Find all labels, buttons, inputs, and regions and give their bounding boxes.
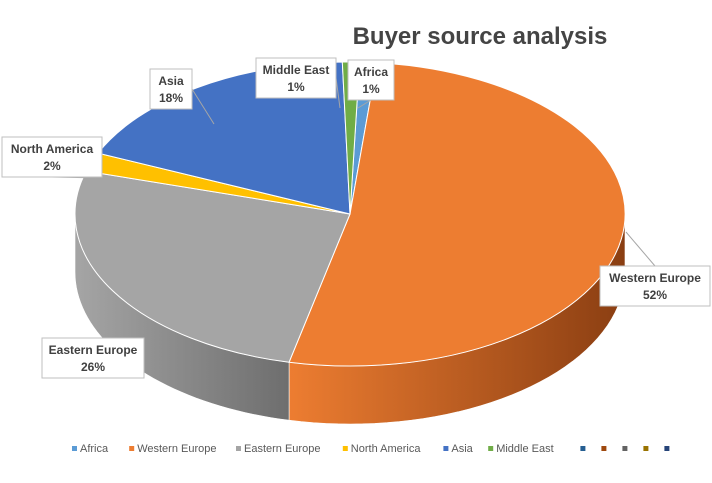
label-pct-eastern-europe: 26% (81, 360, 105, 374)
leader-middle-east (335, 77, 341, 109)
legend-marker-extra-4 (643, 446, 649, 451)
label-pct-middle-east: 1% (287, 80, 305, 94)
legend-label-africa: Africa (80, 443, 109, 455)
slice-eastern-europe (74, 170, 351, 363)
leader-africa (357, 99, 372, 109)
legend-label-eastern-europe: Eastern Europe (244, 443, 320, 455)
data-labels: Africa 1% Western Europe 52% Eastern Europe 2… (1, 57, 711, 379)
legend-label-middle-east: Middle East (496, 443, 553, 455)
label-name-western-europe: Western Europe (609, 271, 701, 285)
legend-label-asia: Asia (451, 443, 473, 455)
legend-marker-western-europe (129, 446, 135, 451)
label-name-africa: Africa (354, 65, 388, 79)
legend-marker-middle-east (488, 446, 494, 451)
label-pct-asia: 18% (159, 91, 183, 105)
label-box-eastern-europe (41, 337, 145, 379)
legend-marker-africa (72, 446, 77, 451)
label-name-north-america: North America (11, 142, 94, 156)
label-pct-north-america: 2% (43, 159, 61, 173)
legend-marker-eastern-europe (236, 446, 241, 451)
legend: Africa Western Europe Eastern Europe North … (72, 443, 670, 455)
legend-marker-extra-5 (664, 446, 670, 451)
label-box-asia (149, 68, 193, 110)
label-name-middle-east: Middle East (263, 63, 330, 77)
label-pct-africa: 1% (362, 82, 380, 96)
label-pct-western-europe: 52% (643, 288, 667, 302)
label-box-western-europe (599, 265, 711, 307)
leader-asia (191, 88, 215, 125)
label-name-asia: Asia (158, 74, 184, 88)
legend-label-western-europe: Western Europe (137, 443, 216, 455)
legend-marker-north-america (342, 446, 348, 451)
legend-marker-extra-3 (622, 446, 628, 451)
legend-label-north-america: North America (351, 443, 422, 455)
legend-marker-extra-1 (580, 446, 586, 451)
leader-western-europe (625, 231, 656, 267)
label-name-eastern-europe: Eastern Europe (49, 343, 138, 357)
slice-western-europe (288, 62, 626, 367)
label-box-north-america (1, 136, 103, 178)
legend-marker-extra-2 (601, 446, 607, 451)
label-box-africa (347, 59, 395, 101)
legend-marker-asia (443, 446, 449, 451)
label-box-middle-east (255, 57, 337, 99)
pie-slices (74, 61, 626, 367)
chart-title: Buyer source analysis (353, 23, 608, 50)
